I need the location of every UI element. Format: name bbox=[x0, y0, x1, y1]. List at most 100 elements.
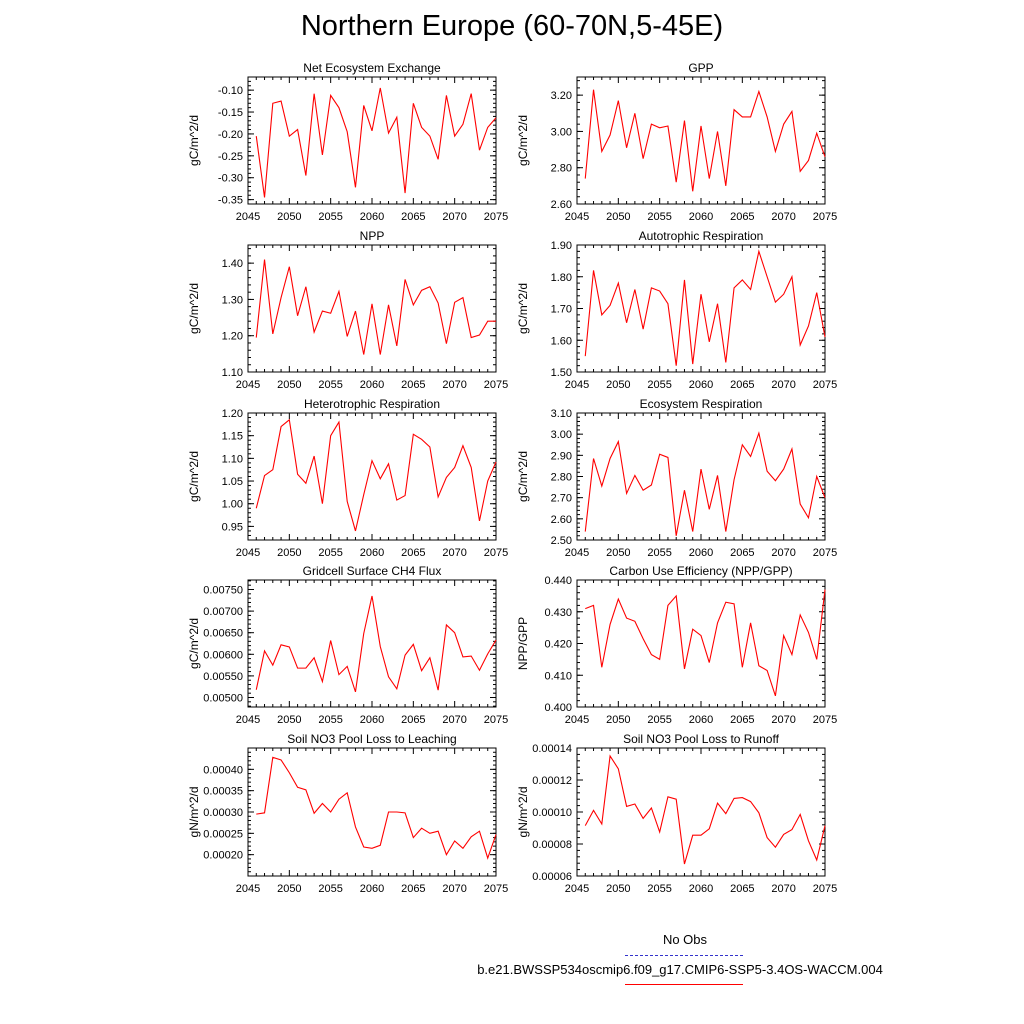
y-tick-label: 0.430 bbox=[544, 607, 572, 619]
x-tick-label: 2050 bbox=[277, 379, 301, 391]
plot-frame bbox=[576, 244, 826, 373]
y-tick-label: 0.00600 bbox=[203, 649, 243, 661]
x-tick-label: 2045 bbox=[236, 379, 260, 391]
y-axis-label: gN/m^2/d bbox=[187, 787, 201, 838]
plot-frame bbox=[247, 244, 497, 373]
x-tick-label: 2070 bbox=[442, 714, 466, 726]
chart-panel: Autotrophic Respiration gC/m^2/d 2045 2050 2… bbox=[516, 229, 837, 391]
y-tick-label: 2.80 bbox=[551, 472, 572, 484]
x-tick-label: 2045 bbox=[565, 547, 589, 559]
x-tick-label: 2050 bbox=[277, 547, 301, 559]
y-tick-label: -0.25 bbox=[218, 151, 243, 163]
x-tick-label: 2050 bbox=[606, 547, 630, 559]
chart-panel: Soil NO3 Pool Loss to Leaching gN/m^2/d 20… bbox=[187, 732, 508, 895]
x-tick-label: 2060 bbox=[360, 714, 384, 726]
series-line bbox=[255, 595, 497, 693]
y-tick-label: -0.20 bbox=[218, 129, 243, 141]
x-tick-label: 2075 bbox=[813, 714, 837, 726]
plot-frame bbox=[576, 76, 826, 205]
panel-title: Autotrophic Respiration bbox=[639, 229, 764, 243]
panel-title: GPP bbox=[688, 61, 713, 75]
x-tick-label: 2075 bbox=[813, 379, 837, 391]
y-tick-label: 2.60 bbox=[551, 514, 572, 526]
x-tick-label: 2050 bbox=[606, 714, 630, 726]
plot-frame bbox=[576, 579, 826, 708]
chart-panel: GPP gC/m^2/d 2045 2050 2055 2060 2065 2070 2075 2… bbox=[516, 61, 837, 223]
y-tick-label: 1.70 bbox=[551, 304, 572, 316]
x-tick-label: 2070 bbox=[442, 211, 466, 223]
x-tick-label: 2065 bbox=[401, 714, 425, 726]
x-tick-label: 2070 bbox=[771, 547, 795, 559]
x-tick-label: 2075 bbox=[813, 211, 837, 223]
x-tick-label: 2075 bbox=[813, 547, 837, 559]
y-tick-label: 1.15 bbox=[222, 431, 243, 443]
series-line bbox=[584, 431, 826, 536]
x-tick-label: 2055 bbox=[647, 379, 671, 391]
x-tick-label: 2065 bbox=[730, 379, 754, 391]
chart-panel: Net Ecosystem Exchange gC/m^2/d 2045 2050 20… bbox=[187, 61, 508, 223]
x-tick-label: 2060 bbox=[360, 547, 384, 559]
x-tick-label: 2065 bbox=[401, 883, 425, 895]
y-tick-label: 0.00040 bbox=[203, 764, 243, 776]
chart-panel: Carbon Use Efficiency (NPP/GPP) NPP/GPP 20… bbox=[516, 564, 837, 726]
plot-frame bbox=[576, 412, 826, 541]
y-tick-label: 0.00700 bbox=[203, 606, 243, 618]
x-tick-label: 2075 bbox=[484, 547, 508, 559]
panel-title: Ecosystem Respiration bbox=[640, 397, 763, 411]
x-tick-label: 2050 bbox=[606, 379, 630, 391]
x-tick-label: 2055 bbox=[647, 547, 671, 559]
y-tick-label: 1.60 bbox=[551, 335, 572, 347]
y-tick-label: 0.00550 bbox=[203, 671, 243, 683]
y-tick-label: 0.00006 bbox=[532, 871, 572, 883]
x-tick-label: 2050 bbox=[277, 883, 301, 895]
y-tick-label: 0.00750 bbox=[203, 585, 243, 597]
x-tick-label: 2065 bbox=[401, 547, 425, 559]
x-tick-label: 2045 bbox=[236, 714, 260, 726]
y-axis-label: gC/m^2/d bbox=[516, 283, 530, 334]
x-tick-label: 2060 bbox=[689, 714, 713, 726]
x-tick-label: 2060 bbox=[360, 883, 384, 895]
x-tick-label: 2060 bbox=[689, 547, 713, 559]
x-tick-label: 2055 bbox=[318, 379, 342, 391]
y-tick-label: 3.00 bbox=[551, 429, 572, 441]
y-tick-label: 1.40 bbox=[222, 258, 243, 270]
chart-panel: Soil NO3 Pool Loss to Runoff gN/m^2/d 2045… bbox=[516, 732, 837, 895]
x-tick-label: 2060 bbox=[689, 379, 713, 391]
x-tick-label: 2045 bbox=[236, 211, 260, 223]
page-title: Northern Europe (60-70N,5-45E) bbox=[300, 10, 724, 42]
y-tick-label: 0.00008 bbox=[532, 839, 572, 851]
y-tick-label: 2.70 bbox=[551, 493, 572, 505]
x-tick-label: 2070 bbox=[442, 379, 466, 391]
x-tick-label: 2060 bbox=[689, 211, 713, 223]
panel-title: Soil NO3 Pool Loss to Leaching bbox=[287, 732, 456, 746]
x-tick-label: 2050 bbox=[606, 211, 630, 223]
chart-panel: Ecosystem Respiration gC/m^2/d 2045 2050 205… bbox=[516, 397, 837, 559]
y-tick-label: -0.35 bbox=[218, 195, 243, 207]
series-line bbox=[255, 259, 496, 355]
y-tick-label: 0.410 bbox=[544, 670, 572, 682]
panel-title: Carbon Use Efficiency (NPP/GPP) bbox=[609, 564, 792, 578]
legend-case-label: b.e21.BWSSP534oscmip6.f09_g17.CMIP6-SSP5… bbox=[477, 962, 883, 977]
x-tick-label: 2075 bbox=[484, 379, 508, 391]
legend-obs-line bbox=[625, 955, 743, 956]
x-tick-label: 2065 bbox=[730, 211, 754, 223]
x-tick-label: 2050 bbox=[277, 714, 301, 726]
x-tick-label: 2065 bbox=[401, 211, 425, 223]
x-tick-label: 2065 bbox=[401, 379, 425, 391]
y-tick-label: 0.00030 bbox=[203, 807, 243, 819]
panel-title: Heterotrophic Respiration bbox=[304, 397, 440, 411]
x-tick-label: 2070 bbox=[771, 883, 795, 895]
x-tick-label: 2075 bbox=[484, 211, 508, 223]
legend-obs-label: No Obs bbox=[662, 932, 708, 947]
panel-title: NPP bbox=[360, 229, 385, 243]
x-tick-label: 2045 bbox=[236, 547, 260, 559]
y-tick-label: 0.400 bbox=[544, 702, 572, 714]
x-tick-label: 2065 bbox=[730, 547, 754, 559]
y-tick-label: 1.10 bbox=[222, 453, 243, 465]
x-tick-label: 2065 bbox=[730, 883, 754, 895]
x-tick-label: 2055 bbox=[318, 211, 342, 223]
plot-frame bbox=[247, 412, 497, 541]
y-tick-label: 1.00 bbox=[222, 499, 243, 511]
y-tick-label: -0.10 bbox=[218, 85, 243, 97]
